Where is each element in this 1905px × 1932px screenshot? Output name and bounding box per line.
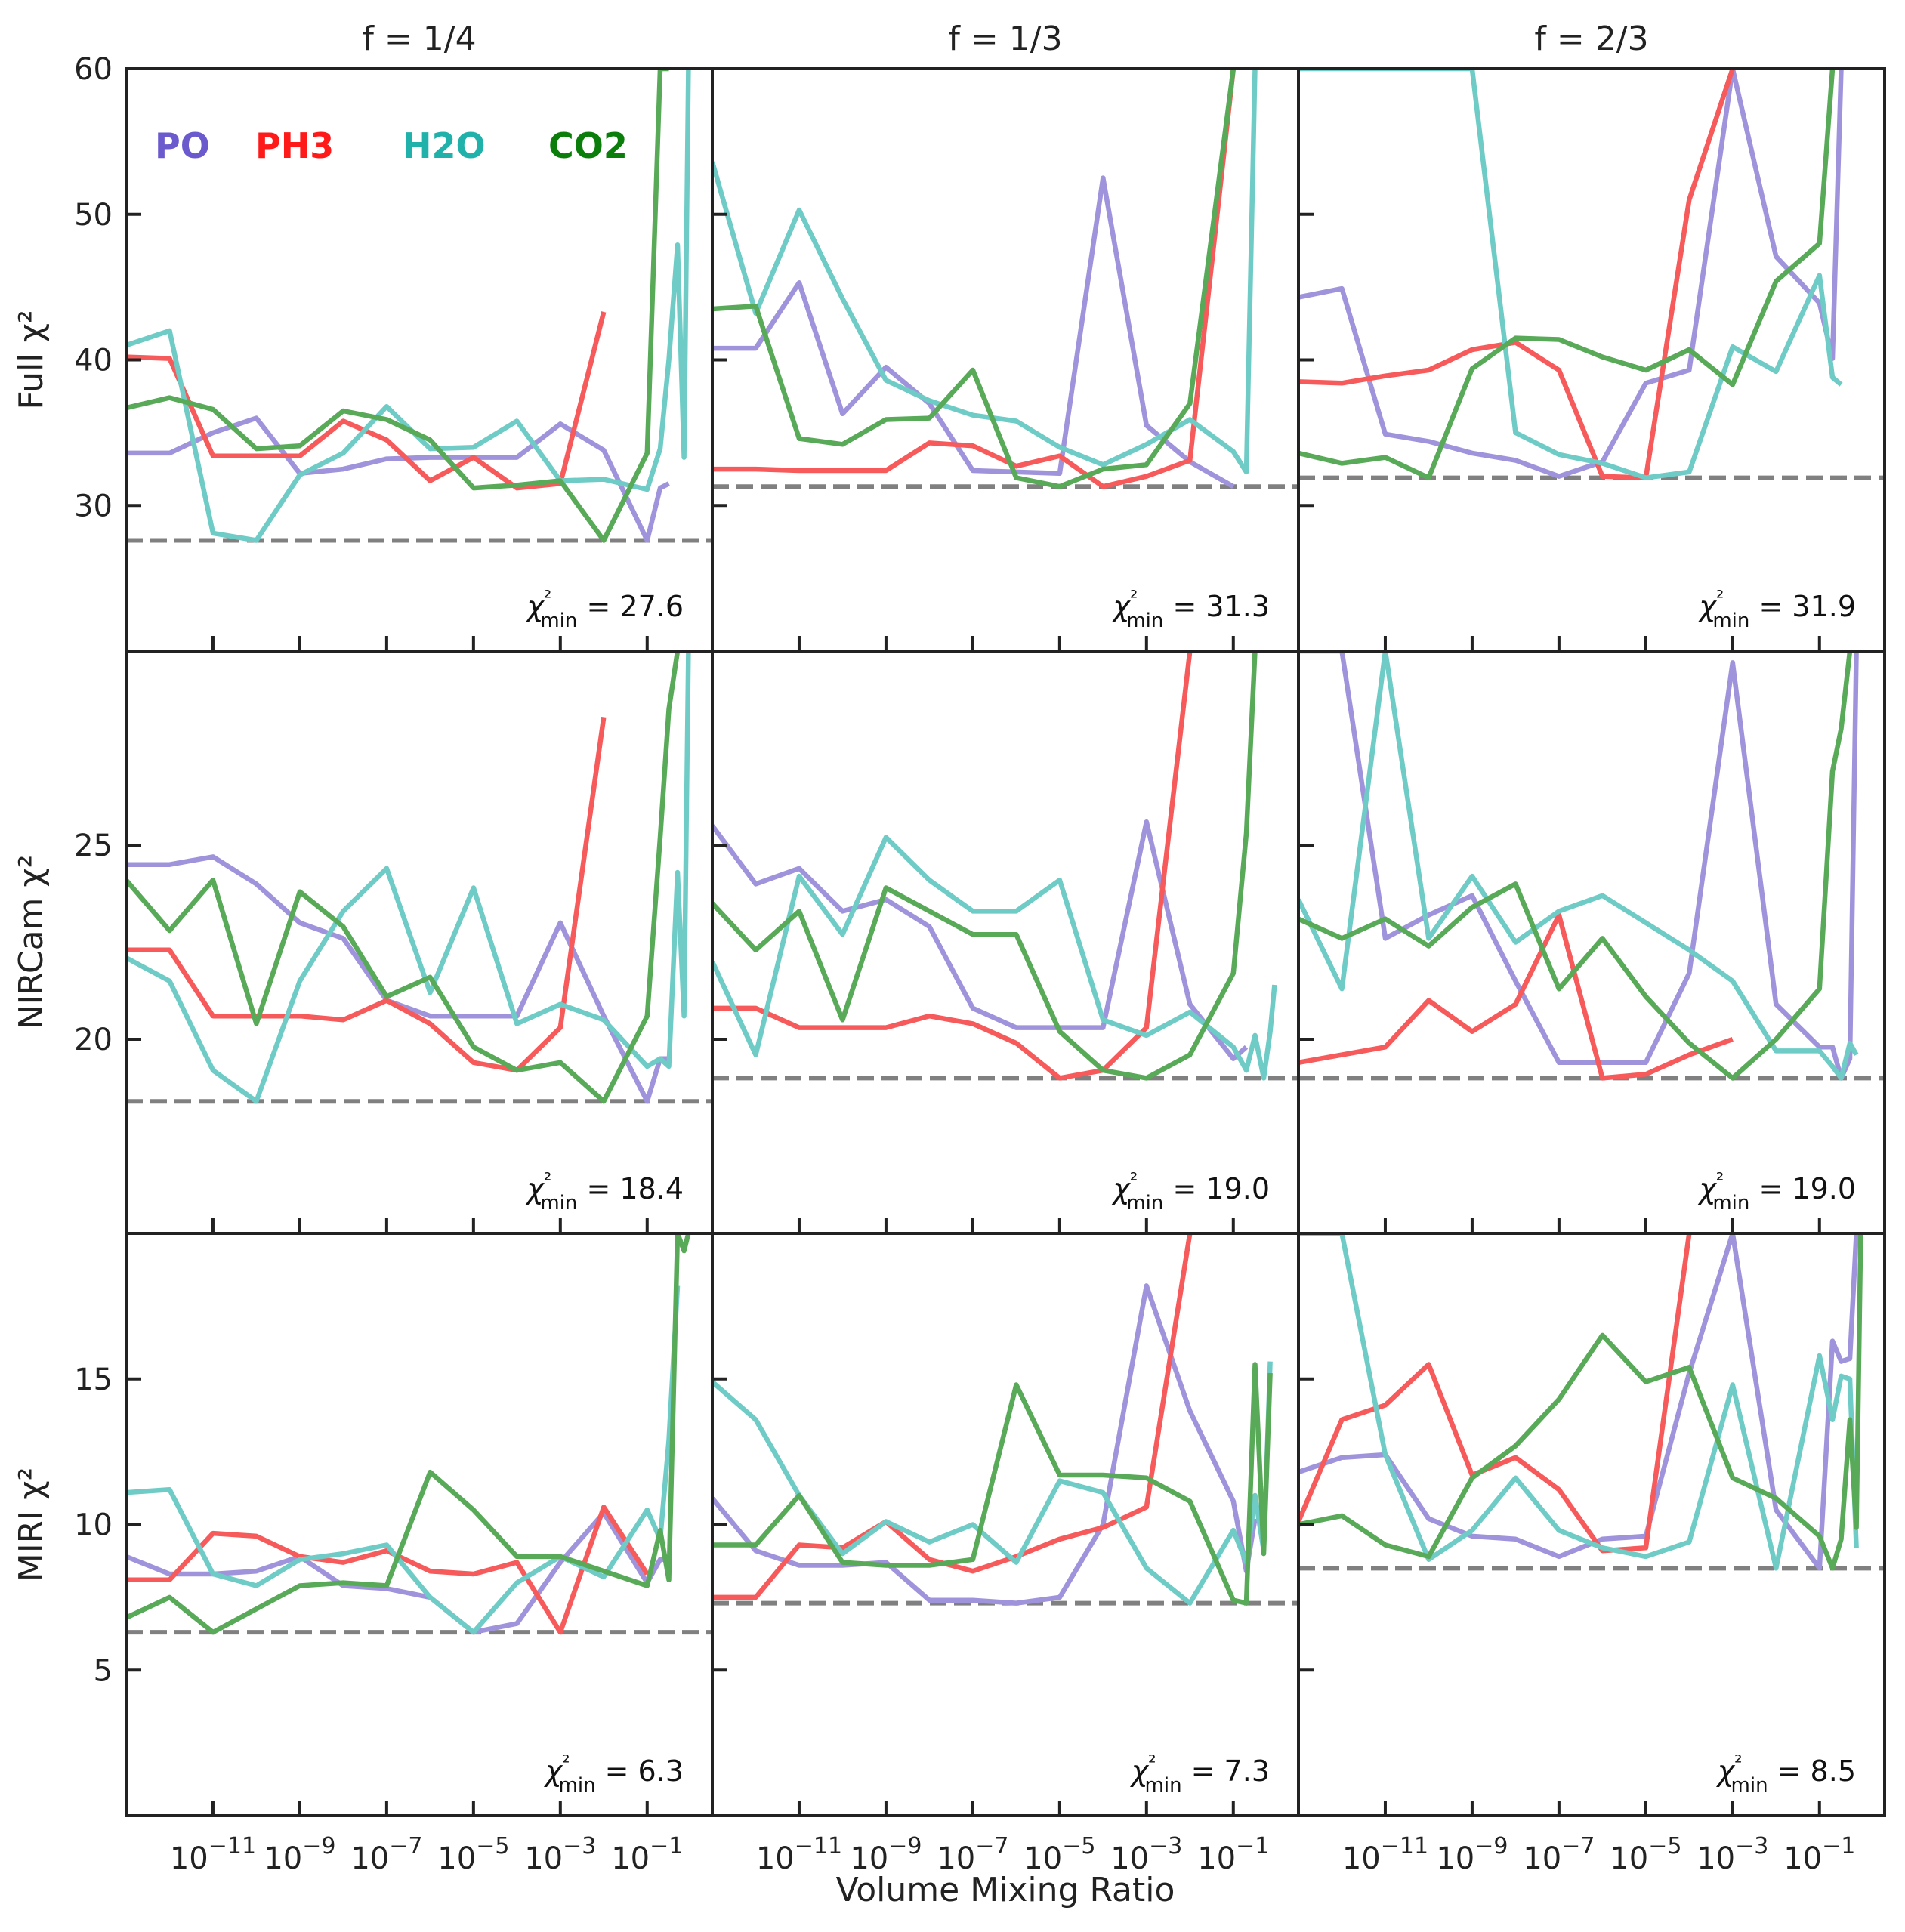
x-axis-label: Volume Mixing Ratio (836, 1871, 1175, 1909)
chi2-min-annotation: χ² min = 18.4 (525, 1169, 684, 1214)
x-tick-label: 10−1 (611, 1833, 683, 1876)
chi2-min-annotation: χ² min = 19.0 (1697, 1169, 1856, 1214)
y-tick-label: 25 (74, 829, 113, 863)
x-tick-label: 10−9 (850, 1833, 922, 1876)
chi2-min-annotation: χ² min = 19.0 (1111, 1169, 1270, 1214)
y-tick-label: 5 (94, 1653, 113, 1688)
x-tick-label: 10−11 (1342, 1833, 1428, 1876)
x-tick-label: 10−7 (937, 1833, 1008, 1876)
series-line-co2 (1298, 1233, 1863, 1571)
x-tick-label: 10−1 (1197, 1833, 1269, 1876)
y-tick-label: 10 (74, 1508, 113, 1543)
panel-frame (711, 650, 1300, 1235)
series-line-ph3 (1298, 1233, 1692, 1554)
column-title: f = 2/3 (1534, 20, 1648, 58)
x-tick-label: 10−5 (1610, 1833, 1681, 1876)
series-line-po (712, 819, 1249, 1061)
panel-frame (1297, 67, 1886, 653)
series-line-h2o (126, 651, 691, 1104)
series-line-po (712, 1283, 1258, 1606)
series-line-co2 (126, 1233, 691, 1635)
x-tick-label: 10−3 (1697, 1833, 1768, 1876)
series-line-h2o (1298, 1233, 1859, 1571)
series-line-co2 (712, 69, 1237, 489)
panel-0-0-plot-area (126, 69, 712, 543)
y-tick-label: 60 (74, 52, 113, 87)
series-line-co2 (1298, 651, 1853, 1081)
panel-1-0-plot-area (126, 651, 712, 1104)
panel-1-2-plot-area (1298, 651, 1885, 1081)
y-tick-label: 50 (74, 198, 113, 233)
series-line-co2 (712, 651, 1258, 1081)
series-line-h2o (126, 1285, 681, 1635)
x-tick-label: 10−5 (1024, 1833, 1095, 1876)
x-tick-label: 10−1 (1783, 1833, 1855, 1876)
x-tick-label: 10−5 (437, 1833, 509, 1876)
chi2-min-annotation: χ² min = 31.9 (1697, 587, 1856, 632)
series-line-h2o (1298, 69, 1843, 480)
series-line-ph3 (712, 651, 1193, 1081)
y-tick-label: 20 (74, 1023, 113, 1057)
series-line-po (1298, 651, 1859, 1081)
panel-frame (711, 1232, 1300, 1817)
series-line-h2o (126, 69, 691, 543)
chi2-min-annotation: χ² min = 7.3 (1130, 1751, 1270, 1797)
panel-2-0-plot-area (126, 1233, 712, 1635)
series-line-h2o (1298, 651, 1859, 1081)
series-line-h2o (712, 835, 1277, 1081)
panel-0-1-plot-area (712, 69, 1298, 489)
x-tick-label: 10−11 (170, 1833, 256, 1876)
panel-2-1-plot-area (712, 1233, 1298, 1606)
panel-frame (125, 1232, 714, 1817)
panel-1-1-plot-area (712, 651, 1298, 1081)
row-ylabel: NIRCam χ² (12, 855, 51, 1030)
series-line-ph3 (1298, 69, 1735, 480)
series-line-co2 (1298, 69, 1836, 480)
panel-frame (711, 67, 1300, 653)
panel-frame (125, 650, 714, 1235)
y-tick-label: 30 (74, 489, 113, 523)
series-line-ph3 (126, 716, 607, 1073)
x-tick-label: 10−3 (1110, 1833, 1182, 1876)
x-tick-label: 10−9 (1436, 1833, 1508, 1876)
panel-frame (1297, 1232, 1886, 1817)
chi2-min-annotation: χ² min = 6.3 (544, 1751, 684, 1797)
x-tick-label: 10−7 (350, 1833, 422, 1876)
x-tick-label: 10−11 (756, 1833, 842, 1876)
series-line-co2 (126, 69, 669, 543)
series-line-po (712, 175, 1235, 489)
y-tick-label: 40 (74, 344, 113, 378)
row-ylabel: Full χ² (12, 310, 51, 409)
legend-entry-co2: CO2 (548, 125, 628, 166)
series-line-ph3 (712, 1233, 1193, 1600)
chi2-min-annotation: χ² min = 8.5 (1716, 1751, 1856, 1797)
series-line-h2o (712, 69, 1258, 475)
chi2-min-annotation: χ² min = 27.6 (525, 587, 684, 632)
series-line-po (1298, 69, 1844, 479)
panel-2-2-plot-area (1298, 1233, 1885, 1571)
series-line-ph3 (126, 1505, 650, 1635)
series-line-po (126, 1510, 669, 1635)
x-tick-label: 10−3 (524, 1833, 596, 1876)
chi2-min-annotation: χ² min = 31.3 (1111, 587, 1270, 632)
x-tick-label: 10−9 (264, 1833, 335, 1876)
y-tick-label: 15 (74, 1363, 113, 1397)
legend-entry-po: PO (155, 125, 210, 166)
legend-entry-h2o: H2O (403, 125, 486, 166)
series-line-ph3 (712, 69, 1237, 489)
series-line-co2 (126, 651, 681, 1104)
column-title: f = 1/4 (362, 20, 476, 58)
panel-0-2-plot-area (1298, 69, 1885, 480)
row-ylabel: MIRI χ² (12, 1468, 51, 1582)
series-line-po (126, 415, 670, 543)
x-tick-label: 10−7 (1523, 1833, 1595, 1876)
series-line-co2 (712, 1362, 1273, 1606)
legend-entry-ph3: PH3 (255, 125, 334, 166)
series-line-po (126, 854, 669, 1104)
panel-frame (1297, 650, 1886, 1235)
column-title: f = 1/3 (948, 20, 1062, 58)
series-line-ph3 (1298, 912, 1734, 1081)
